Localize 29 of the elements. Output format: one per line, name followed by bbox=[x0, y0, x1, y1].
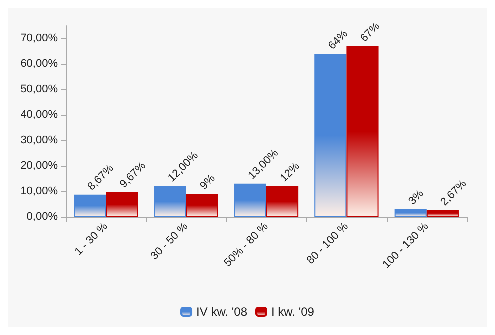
data-label: 3% bbox=[406, 188, 426, 208]
bar bbox=[346, 46, 379, 217]
y-tick-label: 50,00% bbox=[20, 84, 58, 96]
bar bbox=[394, 209, 427, 217]
y-tick-label: 60,00% bbox=[20, 58, 58, 70]
bar bbox=[74, 194, 106, 217]
x-tick-label: 50% - 80 % bbox=[222, 220, 271, 270]
data-label: 64% bbox=[326, 28, 351, 52]
y-tick-label: 30,00% bbox=[20, 134, 58, 147]
y-tick-label: 40,00% bbox=[20, 109, 58, 122]
y-tick-label: 10,00% bbox=[20, 186, 58, 198]
data-label: 9% bbox=[198, 172, 218, 192]
y-tick-label: 20,00% bbox=[20, 160, 58, 172]
y-tick-label: 0,00% bbox=[26, 211, 58, 223]
bar bbox=[186, 194, 218, 217]
x-tick-label: 100 - 130 % bbox=[380, 220, 432, 272]
x-tick-label: 30 - 50 % bbox=[148, 220, 191, 262]
bar bbox=[154, 186, 186, 217]
bar bbox=[426, 210, 459, 217]
x-tick-label: 80 - 100 % bbox=[304, 220, 352, 267]
bar bbox=[266, 186, 299, 217]
legend-label: I kw. '09 bbox=[272, 305, 315, 319]
data-label: 67% bbox=[358, 20, 383, 45]
bar bbox=[234, 184, 266, 217]
x-tick-label: 1 - 30 % bbox=[72, 220, 110, 258]
bar bbox=[106, 192, 138, 217]
bar bbox=[314, 54, 347, 217]
y-tick-label: 70,00% bbox=[20, 32, 58, 45]
legend-label: IV kw. '08 bbox=[196, 305, 248, 319]
